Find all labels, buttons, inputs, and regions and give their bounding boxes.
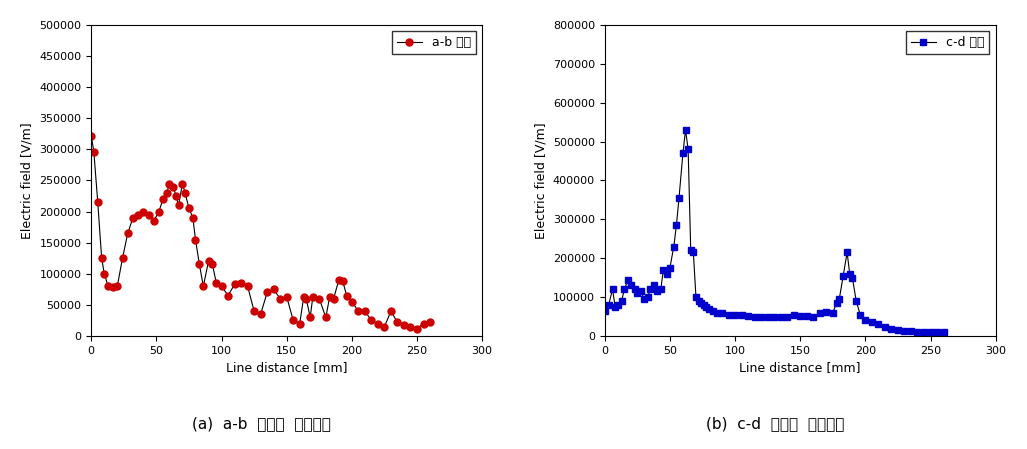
c-d 라인 xyxy=(850,298,863,304)
Legend: a-b 라인: a-b 라인 xyxy=(391,31,476,54)
Text: (a)  a-b  라인의  전계분포: (a) a-b 라인의 전계분포 xyxy=(192,416,332,431)
c-d 라인 xyxy=(807,314,820,319)
Legend: c-d 라인: c-d 라인 xyxy=(906,31,989,54)
c-d 라인 xyxy=(918,330,930,335)
a-b 라인 xyxy=(179,190,191,196)
c-d 라인 xyxy=(735,313,748,318)
a-b 라인 xyxy=(424,320,436,325)
a-b 라인 xyxy=(143,212,155,217)
a-b 라인 xyxy=(85,133,98,138)
Line: c-d 라인: c-d 라인 xyxy=(601,126,947,335)
a-b 라인 xyxy=(417,321,429,326)
Text: (b)  c-d  라인의  전계분포: (b) c-d 라인의 전계분포 xyxy=(707,416,844,431)
c-d 라인 xyxy=(794,313,806,318)
c-d 라인 xyxy=(680,127,692,132)
a-b 라인 xyxy=(177,181,189,186)
c-d 라인 xyxy=(685,248,697,253)
a-b 라인 xyxy=(102,283,114,289)
c-d 라인 xyxy=(622,277,635,282)
X-axis label: Line distance [mm]: Line distance [mm] xyxy=(739,361,861,374)
c-d 라인 xyxy=(599,308,611,313)
Y-axis label: Electric field [V/m]: Electric field [V/m] xyxy=(534,122,547,239)
a-b 라인 xyxy=(411,326,423,331)
a-b 라인 xyxy=(261,290,273,295)
X-axis label: Line distance [mm]: Line distance [mm] xyxy=(226,361,347,374)
c-d 라인 xyxy=(938,330,950,335)
Line: a-b 라인: a-b 라인 xyxy=(87,132,433,332)
Y-axis label: Electric field [V/m]: Electric field [V/m] xyxy=(21,122,34,239)
